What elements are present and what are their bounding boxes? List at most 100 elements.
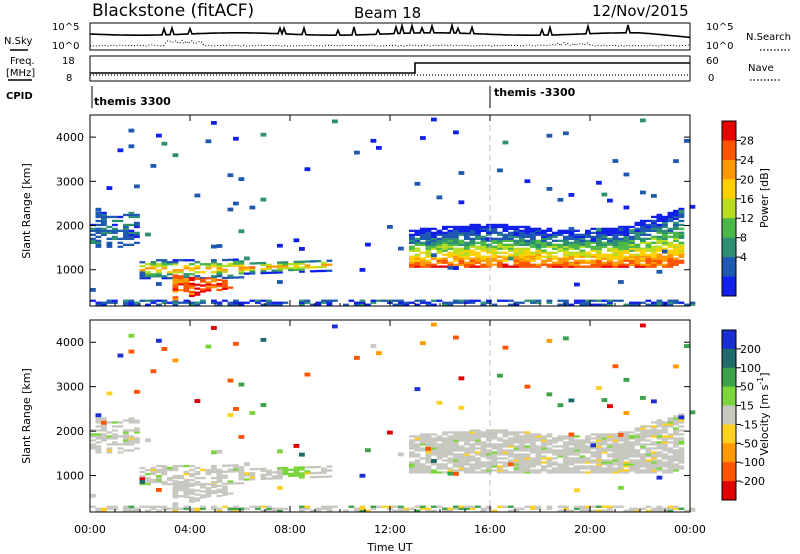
- velocity-cell: [205, 472, 212, 476]
- velocity-cell: [563, 453, 569, 456]
- velocity-cell: [524, 433, 531, 436]
- velocity-cell: [227, 413, 234, 417]
- velocity-cell: [293, 466, 300, 469]
- power-cell: [513, 257, 520, 260]
- velocity-cell: [216, 494, 223, 497]
- velocity-cell: [238, 482, 245, 485]
- power-cell: [458, 171, 465, 175]
- velocity-cell: [667, 425, 674, 428]
- power-cell: [568, 237, 575, 240]
- power-cell: [106, 245, 113, 248]
- power-cell: [678, 227, 685, 230]
- power-cell: [128, 243, 135, 246]
- power-cell: [139, 271, 146, 276]
- velocity-cell: [310, 476, 316, 479]
- velocity-cell: [530, 507, 536, 510]
- velocity-cell: [128, 417, 135, 420]
- velocity-cell: [172, 464, 179, 468]
- velocity-cell: [304, 466, 311, 469]
- velocity-cell: [508, 459, 514, 462]
- velocity-cell: [618, 455, 624, 458]
- velocity-cell: [574, 441, 580, 444]
- power-cell: [464, 255, 470, 258]
- velocity-colorbar-label-sup: -1: [756, 377, 765, 385]
- power-cell: [634, 255, 641, 258]
- power-cell: [629, 247, 635, 250]
- power-cell: [607, 265, 613, 268]
- power-cell: [431, 227, 437, 230]
- velocity-cell: [458, 437, 465, 440]
- power-cell: [475, 241, 481, 244]
- power-cell: [502, 255, 509, 258]
- power-cell: [216, 303, 223, 306]
- power-cell: [183, 289, 190, 293]
- velocity-cell: [667, 417, 674, 420]
- velocity-cell: [233, 507, 239, 510]
- velocity-cell: [447, 451, 454, 454]
- power-cell: [541, 235, 547, 238]
- colorbar-swatch: [722, 179, 736, 200]
- velocity-cell: [475, 429, 481, 432]
- power-cell: [585, 233, 591, 236]
- velocity-cell: [183, 472, 190, 476]
- velocity-cell: [640, 443, 646, 446]
- velocity-cell: [546, 433, 553, 436]
- power-cell: [167, 301, 173, 304]
- velocity-cell: [585, 507, 591, 510]
- power-cell: [315, 303, 322, 306]
- power-cell: [134, 215, 140, 219]
- velocity-cell: [425, 509, 432, 512]
- velocity-cell: [645, 435, 652, 438]
- power-cell: [475, 261, 481, 264]
- velocity-cell: [425, 443, 432, 446]
- power-cell: [189, 273, 195, 276]
- power-cell: [425, 265, 432, 268]
- power-cell: [656, 223, 663, 227]
- power-cell: [95, 301, 102, 304]
- velocity-cell: [530, 469, 536, 472]
- velocity-cell: [568, 459, 575, 462]
- power-cell: [645, 237, 652, 240]
- velocity-cell: [464, 431, 470, 434]
- power-cell: [508, 225, 514, 229]
- velocity-cell: [431, 509, 437, 512]
- power-cell: [315, 260, 322, 263]
- velocity-cell: [189, 500, 195, 503]
- power-cell: [629, 303, 635, 306]
- velocity-cell: [161, 470, 168, 474]
- velocity-cell: [502, 439, 509, 442]
- velocity-cell: [513, 445, 520, 448]
- velocity-cell: [486, 463, 492, 466]
- power-cell: [618, 263, 624, 266]
- velocity-cell: [601, 461, 608, 464]
- velocity-cell: [436, 467, 443, 470]
- power-cell: [678, 233, 685, 236]
- velocity-cell: [678, 415, 685, 420]
- power-cell: [497, 231, 503, 234]
- power-cell: [574, 251, 580, 254]
- power-cell: [189, 303, 195, 306]
- velocity-cell: [227, 468, 234, 471]
- power-cell: [425, 233, 432, 236]
- power-cell: [563, 261, 569, 264]
- power-cell: [601, 233, 608, 236]
- power-cell: [156, 299, 162, 302]
- velocity-cell: [634, 455, 641, 458]
- velocity-cell: [178, 464, 184, 468]
- velocity-cell: [106, 437, 113, 440]
- velocity-cell: [453, 439, 459, 442]
- power-cell: [205, 263, 212, 266]
- velocity-cell: [161, 505, 168, 508]
- velocity-cell: [420, 507, 426, 510]
- velocity-cell: [656, 441, 663, 444]
- velocity-cell: [568, 441, 575, 444]
- velocity-cell: [535, 449, 542, 452]
- velocity-cell: [117, 451, 124, 454]
- nave-tick-top: 60: [706, 56, 719, 67]
- power-cell: [480, 265, 487, 268]
- velocity-cell: [568, 469, 575, 472]
- power-cell: [277, 269, 283, 272]
- power-cell: [134, 301, 140, 304]
- velocity-cell: [293, 472, 300, 475]
- power-cell: [222, 299, 228, 302]
